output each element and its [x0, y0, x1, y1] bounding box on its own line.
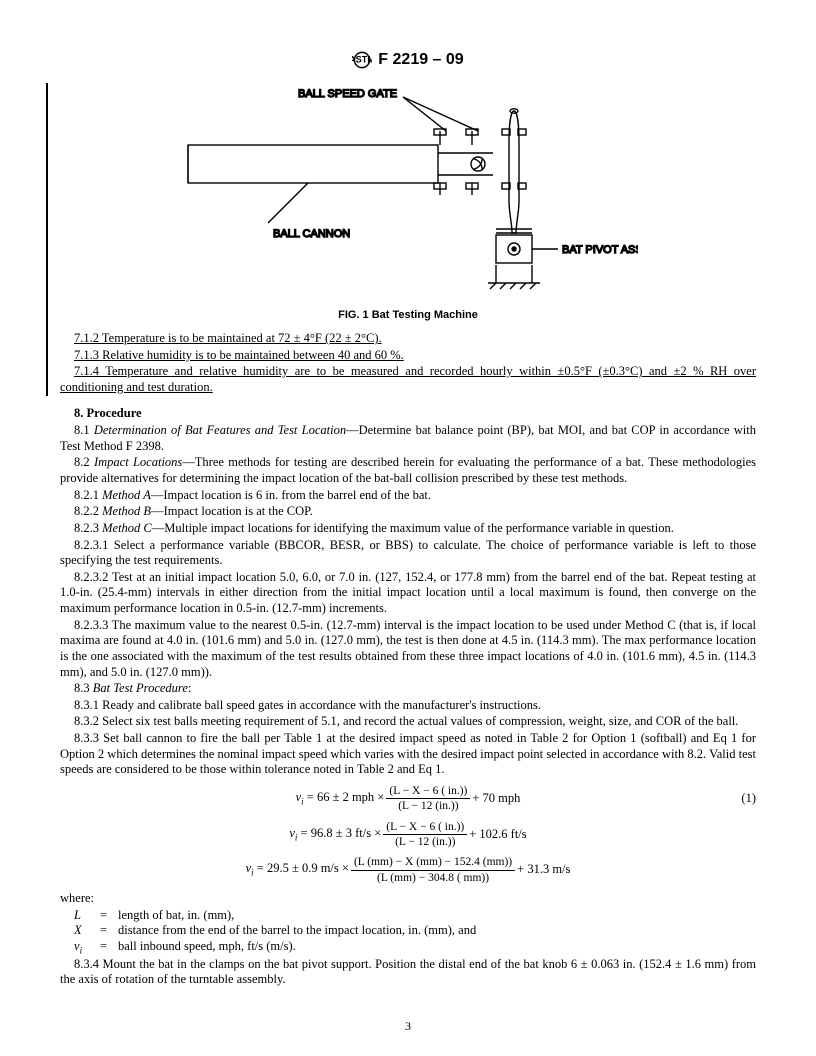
label-ball-speed-gate: BALL SPEED GATE — [298, 88, 397, 100]
page-number: 3 — [0, 1019, 816, 1034]
para-8-3-1: 8.3.1 Ready and calibrate ball speed gat… — [60, 698, 756, 714]
para-8-3-3: 8.3.3 Set ball cannon to fire the ball p… — [60, 731, 756, 778]
figure-caption: FIG. 1 Bat Testing Machine — [60, 309, 756, 323]
label-bat-pivot: BAT PIVOT ASSEMBLY — [562, 244, 638, 256]
figure-1: BALL SPEED GATE BALL CANNON — [60, 83, 756, 323]
equation-1b: vi = 96.8 ± 3 ft/s × (L − X − 6 ( in.))(… — [60, 820, 756, 850]
standard-number: F 2219 – 09 — [378, 50, 463, 70]
page-header: ASTM F 2219 – 09 — [60, 50, 756, 75]
where-row: L=length of bat, in. (mm), — [74, 908, 480, 924]
astm-logo-icon: ASTM — [352, 50, 372, 70]
para-8-3-2: 8.3.2 Select six test balls meeting requ… — [60, 714, 756, 730]
figure-and-conditions-block: BALL SPEED GATE BALL CANNON — [60, 83, 756, 396]
where-label: where: — [60, 891, 756, 907]
para-8-2-2: 8.2.2 Method B—Impact location is at the… — [60, 504, 756, 520]
para-8-2-3-3: 8.2.3.3 The maximum value to the nearest… — [60, 618, 756, 681]
equation-1c: vi = 29.5 ± 0.9 m/s × (L (mm) − X (mm) −… — [60, 855, 756, 885]
para-7-1-4: 7.1.4 Temperature and relative humidity … — [60, 364, 756, 395]
para-8-2: 8.2 Impact Locations—Three methods for t… — [60, 455, 756, 486]
para-8-2-1: 8.2.1 Method A—Impact location is 6 in. … — [60, 488, 756, 504]
para-8-2-3: 8.2.3 Method C—Multiple impact locations… — [60, 521, 756, 537]
para-8-3: 8.3 Bat Test Procedure: — [60, 681, 756, 697]
section-8-heading: 8. Procedure — [60, 406, 756, 422]
para-7-1-2: 7.1.2 Temperature is to be maintained at… — [60, 331, 756, 347]
para-8-3-4: 8.3.4 Mount the bat in the clamps on the… — [60, 957, 756, 988]
para-8-2-3-2: 8.2.3.2 Test at an initial impact locati… — [60, 570, 756, 617]
para-8-2-3-1: 8.2.3.1 Select a performance variable (B… — [60, 538, 756, 569]
bat-testing-machine-diagram: BALL SPEED GATE BALL CANNON — [178, 83, 638, 303]
equation-number: (1) — [741, 791, 756, 807]
equation-1: vi = 66 ± 2 mph × (L − X − 6 ( in.))(L −… — [60, 784, 756, 885]
para-7-1-3: 7.1.3 Relative humidity is to be maintai… — [60, 348, 756, 364]
where-row: vi=ball inbound speed, mph, ft/s (m/s). — [74, 939, 480, 957]
label-ball-cannon: BALL CANNON — [273, 228, 350, 240]
svg-text:ASTM: ASTM — [352, 55, 372, 65]
where-definitions: L=length of bat, in. (mm), X=distance fr… — [74, 908, 480, 957]
where-row: X=distance from the end of the barrel to… — [74, 923, 480, 939]
para-8-1: 8.1 Determination of Bat Features and Te… — [60, 423, 756, 454]
